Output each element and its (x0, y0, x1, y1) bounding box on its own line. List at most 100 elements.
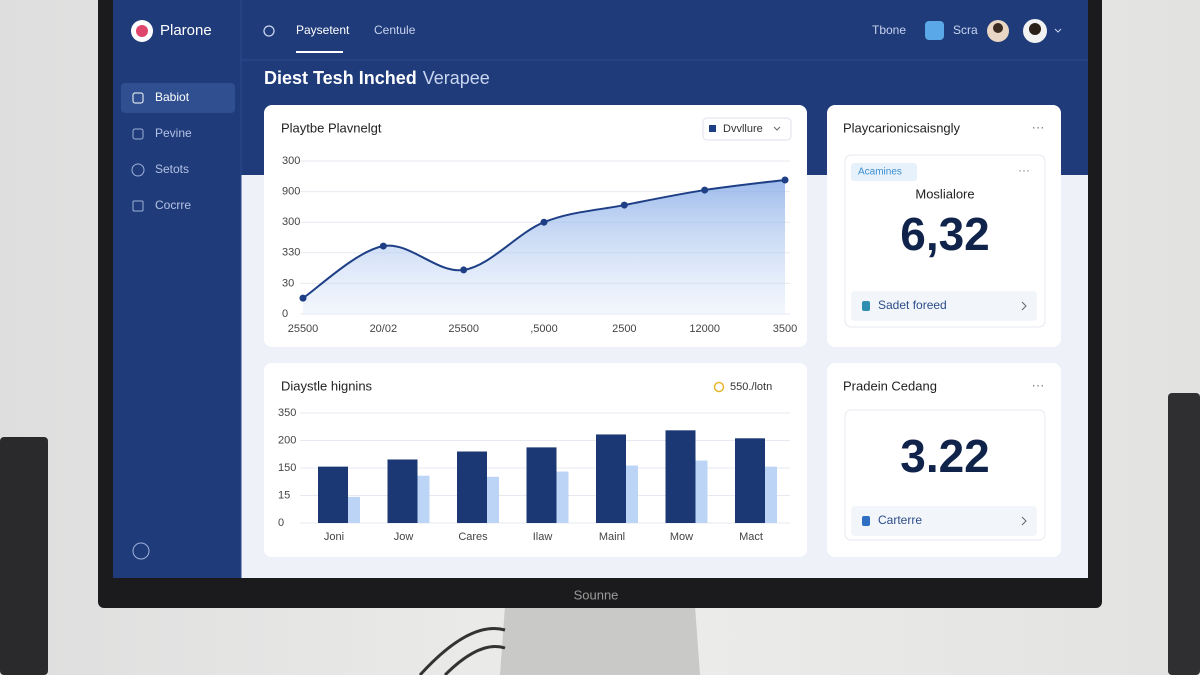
x-tick-label: 3500 (773, 323, 797, 335)
chevron (773, 126, 781, 131)
point (540, 218, 548, 226)
tag-label: Acamines (858, 167, 902, 178)
footer-link[interactable]: Sadet foreed (878, 298, 947, 312)
dropdown-icon (709, 125, 716, 132)
nav-icon (263, 25, 275, 37)
y-tick-label: 350 (278, 407, 296, 419)
metric-value: 6,32 (900, 208, 990, 260)
y-tick-label: 300 (282, 155, 300, 167)
x-tick-label: Mact (739, 531, 763, 543)
x-tick-label: Jow (394, 531, 414, 543)
y-tick-label: 900 (282, 186, 300, 198)
metric-value: 3.22 (900, 430, 990, 482)
y-tick-label: 15 (278, 489, 290, 501)
header-link[interactable]: Tbone (872, 23, 906, 37)
footer-link[interactable]: Carterre (878, 513, 922, 527)
card-title: Playtbe Plavnelgt (281, 120, 382, 135)
cable (418, 627, 506, 675)
x-tick-label: Ilaw (533, 531, 553, 543)
bar (765, 466, 777, 523)
nav-item[interactable]: Centule (374, 23, 416, 37)
inner-card (844, 154, 1046, 328)
sidebar-icon (132, 92, 144, 104)
area (303, 179, 785, 314)
bar (417, 475, 430, 523)
footer-icon (862, 516, 870, 526)
sidebar-item[interactable]: Pevine (155, 126, 192, 140)
sidebar-item[interactable]: Babiot (155, 90, 190, 104)
monitor-stand (500, 606, 700, 675)
card-title: Diaystle hignins (281, 378, 373, 393)
chevron (1021, 516, 1027, 526)
point (781, 176, 789, 184)
y-tick-label: 150 (278, 462, 296, 474)
bar (735, 438, 765, 523)
bar (318, 466, 348, 523)
bar (556, 471, 569, 523)
menu-dots[interactable]: ··· (1018, 163, 1030, 177)
point (460, 266, 468, 274)
page-title-main: Diest Tesh Inched (264, 68, 417, 88)
logo-text: Plarone (160, 22, 212, 39)
x-tick-label: 20/02 (370, 323, 398, 335)
bar (387, 459, 418, 523)
bar (695, 460, 708, 523)
sidebar-item[interactable]: Cocrre (155, 198, 191, 212)
x-tick-label: 25500 (288, 323, 319, 335)
x-tick-label: Mow (670, 531, 693, 543)
page-title-sub: Verapee (423, 68, 490, 88)
x-tick-label: 2500 (612, 323, 636, 335)
avatar (993, 23, 1003, 33)
menu-dots[interactable]: ··· (1032, 377, 1045, 392)
logo-icon (136, 25, 148, 37)
header-link[interactable]: Scra (953, 23, 978, 37)
card-title: Pradein Cedang (843, 378, 937, 393)
header-icon[interactable] (925, 21, 944, 40)
sidebar-active (121, 83, 235, 113)
nav-item[interactable]: Paysetent (296, 23, 350, 37)
dropdown-label: Dvvllure (723, 123, 763, 135)
y-tick-label: 330 (282, 247, 300, 259)
avatar (1029, 23, 1041, 35)
y-tick-label: 0 (278, 517, 284, 529)
menu-dots[interactable]: ··· (1032, 119, 1045, 134)
sidebar-icon (132, 200, 144, 212)
badge: 550./lotn (730, 381, 772, 393)
x-tick-label: 12000 (689, 323, 720, 335)
speaker (1168, 393, 1200, 675)
card-footer[interactable] (851, 506, 1037, 536)
bar (487, 476, 499, 523)
speaker (0, 437, 48, 675)
sidebar-icon[interactable] (132, 542, 150, 560)
point (620, 201, 628, 209)
x-tick-label: 25500 (448, 323, 479, 335)
bar (457, 451, 487, 523)
tag (851, 163, 917, 181)
y-tick-label: 0 (282, 308, 288, 320)
bar (626, 465, 638, 523)
sidebar-icon (132, 128, 144, 140)
y-tick-label: 300 (282, 216, 300, 228)
page-title: Diest Tesh Inched Verapee (264, 68, 490, 88)
y-tick-label: 200 (278, 434, 296, 446)
bar (665, 430, 696, 523)
bar (526, 447, 557, 523)
bar (348, 496, 360, 523)
badge-icon (713, 381, 725, 393)
x-tick-label: ,5000 (530, 323, 558, 335)
cable (443, 645, 506, 675)
dropdown[interactable] (702, 117, 792, 141)
metric-label: Moslialore (915, 186, 974, 201)
footer-icon (862, 301, 870, 311)
x-tick-label: Joni (324, 531, 344, 543)
sidebar-icon (131, 163, 145, 177)
card-title: Playcarionicsaisngly (843, 120, 961, 135)
card-footer[interactable] (851, 291, 1037, 321)
chevron[interactable] (1054, 28, 1062, 33)
y-tick-label: 30 (282, 277, 294, 289)
x-tick-label: Mainl (599, 531, 625, 543)
nav-underline (296, 51, 343, 53)
sidebar-item[interactable]: Setots (155, 162, 189, 176)
